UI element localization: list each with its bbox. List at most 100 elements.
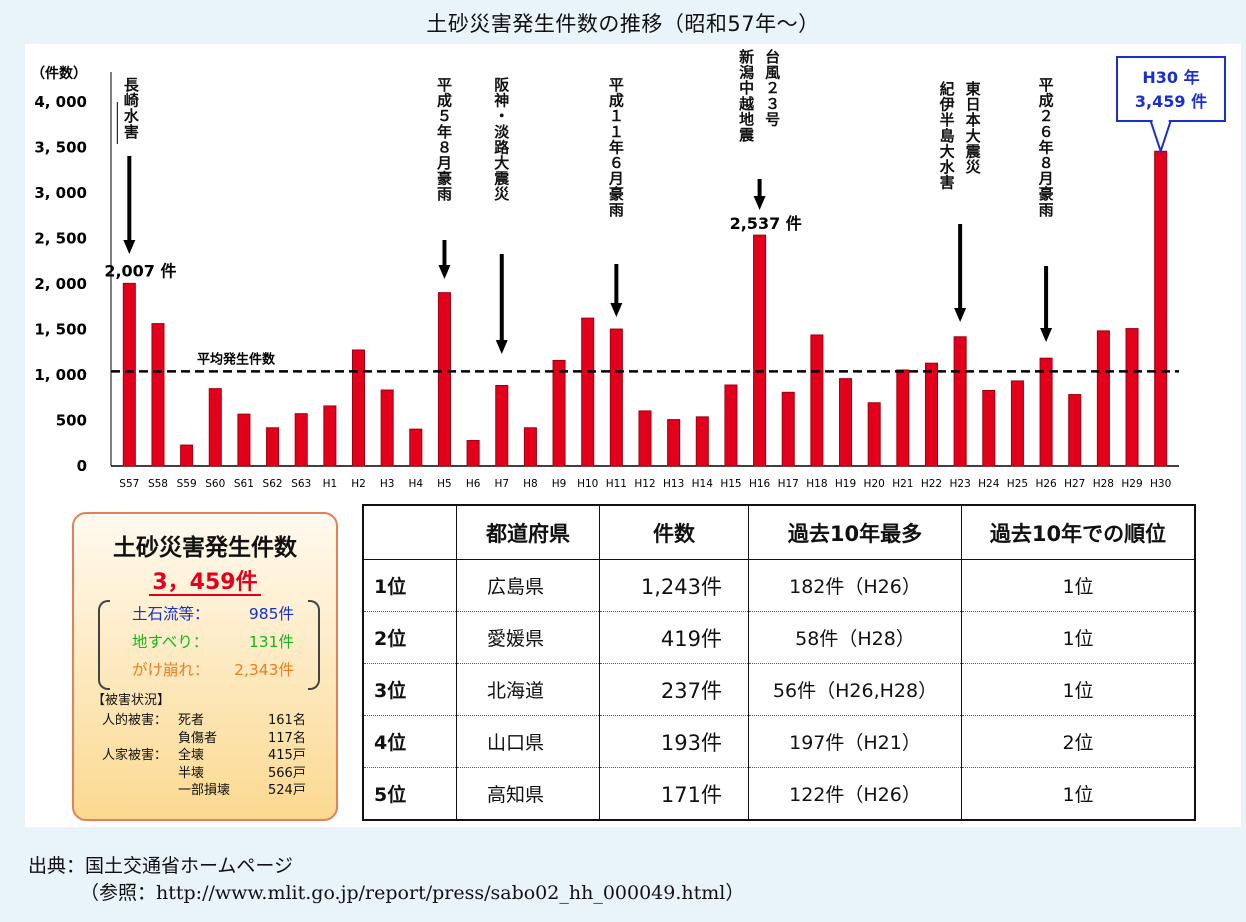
arrow-head (123, 240, 136, 254)
x-tick-label: H2 (351, 478, 366, 490)
damage-value: 117名 (268, 730, 306, 746)
annotation-char: ・ (494, 107, 509, 125)
data-label: 2,007 件 (104, 261, 176, 280)
annotation-char: ６ (1039, 123, 1054, 141)
count-cell: 1,243件 (599, 559, 749, 612)
y-tick-label: 3, 500 (34, 139, 87, 157)
x-tick-label: S59 (177, 478, 197, 490)
bar-h6 (466, 440, 480, 467)
annotation-char: 本 (966, 111, 981, 129)
annotation-char: 号 (765, 110, 780, 128)
damage-value: 524戸 (268, 783, 306, 798)
source-reference: （参照：http://www.mlit.go.jp/report/press/s… (80, 882, 745, 904)
annotation-char: 大 (940, 142, 955, 160)
annotation-char: 台 (765, 48, 780, 66)
x-tick-label: H17 (778, 478, 799, 490)
x-tick-label: H9 (552, 478, 567, 490)
y-tick-label: 1, 500 (34, 321, 87, 339)
bar-h8 (523, 427, 537, 467)
annotation-char: 年 (437, 123, 452, 141)
rank-cell: 5位 (362, 767, 457, 820)
bar-h5 (437, 292, 451, 467)
prefecture-cell: 愛媛県 (456, 611, 600, 664)
annotation-char: 年 (1039, 138, 1054, 156)
brace-right (308, 600, 320, 690)
annotation-char: ８ (437, 138, 452, 156)
annotation-char: ３ (765, 95, 780, 113)
damage-item: 一部損壊 (178, 783, 231, 798)
bar-h27 (1068, 394, 1082, 467)
table-row: 4位 山口県 193件 197件（H21） 2位 (362, 715, 1195, 768)
bar-h10 (581, 317, 595, 467)
x-tick-label: H28 (1093, 478, 1114, 490)
brace-left (98, 600, 110, 690)
bar-h19 (839, 378, 853, 467)
annotation-char: 豪 (609, 185, 624, 203)
annotation-char: 災 (494, 185, 510, 203)
bar-h1 (323, 405, 337, 467)
breakdown-label: 土石流等： (132, 605, 210, 623)
max-cell: 122件（H26） (748, 767, 962, 820)
x-tick-label: H20 (864, 478, 885, 490)
annotation-char: 雨 (1039, 201, 1054, 219)
annotation-char: 日 (966, 96, 981, 114)
annotation-char: 月 (608, 170, 624, 188)
arrow-head (610, 303, 623, 317)
x-tick-label: H16 (749, 478, 771, 490)
x-tick-label: H24 (978, 478, 1000, 490)
x-tick-label: H23 (950, 478, 971, 490)
bar-h24 (982, 389, 996, 467)
annotation-char: 崎 (124, 92, 139, 110)
damage-group: 人家被害： (102, 748, 168, 763)
callout-value: 3,459 件 (1135, 92, 1207, 111)
bar-h15 (724, 384, 738, 467)
annotation-char: ８ (1039, 154, 1054, 172)
x-tick-label: S60 (205, 478, 225, 490)
annotation-char: 路 (494, 138, 510, 156)
y-tick-label: 3, 000 (34, 184, 87, 202)
x-tick-label: H27 (1064, 478, 1085, 490)
damage-item: 死者 (178, 713, 205, 728)
damage-value: 415戸 (268, 748, 306, 763)
rank-cell: 2位 (362, 611, 457, 664)
rank-cell: 1位 (362, 559, 457, 612)
x-tick-label: H10 (577, 478, 598, 490)
bar-h13 (667, 419, 681, 467)
annotation-char: 震 (966, 142, 982, 160)
y-tick-label: 1, 000 (34, 366, 87, 384)
table-body: 1位 広島県 1,243件 182件（H26） 1位 2位 愛媛県 419件 58件（H28） 1… (362, 559, 1195, 820)
summary-title: 土砂災害発生件数 (113, 535, 297, 561)
annotation-char: 震 (494, 170, 510, 188)
annotation-char: １ (609, 107, 624, 125)
x-tick-label: H14 (692, 478, 714, 490)
breakdown-label: 地すべり： (132, 633, 209, 651)
position-cell: 1位 (961, 611, 1195, 664)
annotation-char: 新 (739, 48, 754, 66)
bar-s61 (237, 413, 251, 467)
x-tick-label: H5 (437, 478, 452, 490)
bar-h29 (1125, 328, 1139, 467)
annotation-char: 成 (609, 92, 624, 110)
annotation-char: 長 (124, 76, 140, 94)
annotation-char: ５ (437, 107, 452, 125)
x-tick-label: H21 (892, 478, 913, 490)
annotation-char: 阪 (494, 76, 510, 94)
annotation-char: 月 (436, 154, 452, 172)
prefecture-cell: 広島県 (456, 559, 600, 612)
prefecture-cell: 山口県 (456, 715, 600, 768)
bar-h2 (351, 349, 366, 467)
bar-s59 (180, 444, 194, 467)
y-tick-label: 4, 000 (34, 93, 87, 111)
annotation-char: 雨 (437, 185, 452, 203)
annotation-char: 半 (940, 111, 955, 129)
x-tick-label: H3 (380, 478, 395, 490)
bar-s60 (208, 388, 222, 467)
annotation-char: 中 (739, 79, 754, 97)
average-label: 平均発生件数 (197, 351, 276, 367)
position-cell: 2位 (961, 715, 1195, 768)
annotation-char: 風 (765, 64, 780, 82)
bar-h23 (953, 336, 967, 467)
bar-h12 (638, 410, 652, 467)
bar-h22 (924, 362, 939, 467)
x-tick-label: S57 (119, 478, 139, 490)
